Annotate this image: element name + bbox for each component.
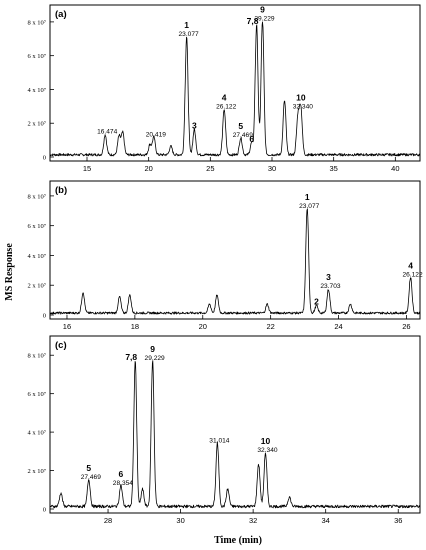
peak-number-label: 9 [260, 5, 265, 15]
x-tick-label: 32 [249, 516, 257, 525]
x-tick-label: 20 [199, 322, 207, 331]
y-tick-label: 4 x 10⁷ [27, 253, 46, 260]
x-tick-label: 26 [402, 322, 410, 331]
peak-retention-time: 28.354 [113, 480, 134, 487]
x-tick-label: 15 [83, 164, 91, 173]
peak-number-label: 6 [119, 469, 124, 479]
peak-retention-time: 27.469 [81, 474, 102, 481]
plot-frame [49, 4, 421, 162]
y-tick-label: 0 [43, 313, 46, 320]
chromatogram-trace [49, 21, 421, 157]
x-tick-label: 40 [391, 164, 399, 173]
peak-number-label: 7,8 [247, 16, 259, 26]
peak-number-label: 5 [238, 121, 243, 131]
y-axis-label: MS Response [4, 243, 15, 301]
x-tick-label: 30 [268, 164, 276, 173]
panel-3: (c) 28 30 32 34 36 0 2 x 10⁷ 4 x 10⁷ 6 x 10⁷ 8 x 1… [27, 335, 421, 525]
x-tick-label: 22 [266, 322, 274, 331]
chromatogram-trace [49, 208, 421, 315]
peak-retention-time: 32.340 [293, 103, 314, 110]
peak-number-label: 2 [314, 297, 319, 307]
peak-retention-time: 26.122 [402, 271, 423, 278]
y-tick-label: 2 x 10⁷ [27, 283, 46, 290]
y-tick-label: 0 [43, 507, 46, 514]
y-tick-label: 2 x 10⁷ [27, 468, 46, 475]
x-tick-label: 16 [63, 322, 71, 331]
x-tick-label: 25 [206, 164, 214, 173]
peak-retention-time: 31.014 [209, 438, 230, 445]
peak-retention-time: 23.077 [179, 31, 200, 38]
y-tick-label: 6 x 10⁷ [27, 223, 46, 230]
y-tick-label: 2 x 10⁷ [27, 121, 46, 128]
x-tick-label: 24 [334, 322, 342, 331]
panel-label: (c) [55, 340, 67, 351]
peak-number-label: 1 [305, 192, 310, 202]
peak-number-label: 10 [296, 92, 306, 102]
peak-retention-time: 20.419 [146, 131, 167, 138]
peak-number-label: 5 [86, 463, 91, 473]
plot-frame [49, 180, 421, 320]
x-tick-label: 35 [329, 164, 337, 173]
peak-retention-time: 32.340 [257, 447, 278, 454]
x-tick-label: 34 [322, 516, 330, 525]
peak-retention-time: 26.122 [216, 103, 237, 110]
peak-retention-time: 29.229 [254, 16, 275, 23]
x-axis-label: Time (min) [214, 535, 262, 546]
panel-label: (b) [55, 185, 67, 196]
y-tick-label: 6 x 10⁷ [27, 53, 46, 60]
y-tick-label: 0 [43, 155, 46, 162]
x-tick-label: 36 [394, 516, 402, 525]
x-tick-label: 18 [131, 322, 139, 331]
peak-number-label: 6 [249, 134, 254, 144]
y-tick-label: 8 x 10⁷ [27, 19, 46, 26]
y-tick-label: 6 x 10⁷ [27, 391, 46, 398]
peak-retention-time: 16.474 [97, 129, 118, 136]
peak-number-label: 4 [222, 92, 227, 102]
peak-number-label: 9 [150, 344, 155, 354]
chromatogram-trace [49, 360, 421, 509]
peak-retention-time: 23.703 [320, 283, 341, 290]
panel-label: (a) [55, 9, 67, 20]
peak-number-label: 3 [326, 272, 331, 282]
y-tick-label: 4 x 10⁷ [27, 430, 46, 437]
peak-number-label: 7,8 [125, 352, 137, 362]
peak-retention-time: 27.469 [233, 132, 254, 139]
peak-retention-time: 23.077 [299, 203, 320, 210]
peak-number-label: 4 [408, 260, 413, 270]
x-tick-label: 20 [144, 164, 152, 173]
y-tick-label: 8 x 10⁷ [27, 353, 46, 360]
x-tick-label: 30 [176, 516, 184, 525]
peak-number-label: 1 [184, 20, 189, 30]
peak-retention-time: 29.229 [145, 355, 166, 362]
peak-number-label: 10 [261, 436, 271, 446]
x-tick-label: 28 [104, 516, 112, 525]
y-tick-label: 8 x 10⁷ [27, 193, 46, 200]
plot-frame [49, 335, 421, 514]
peak-number-label: 3 [192, 121, 197, 131]
y-tick-label: 4 x 10⁷ [27, 87, 46, 94]
